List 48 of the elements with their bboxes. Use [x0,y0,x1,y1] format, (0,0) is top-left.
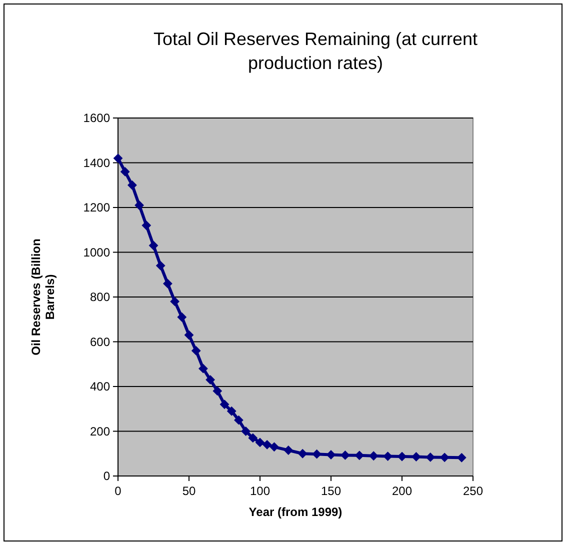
point [170,296,180,306]
y-tick-label: 400 [90,380,110,394]
point [149,241,158,250]
y-tick-label: 1200 [83,200,110,215]
y-tick-label: 0 [103,469,110,484]
point [284,446,293,455]
point [220,400,229,409]
point [128,180,137,190]
point [227,406,236,416]
point [298,449,308,458]
x-tick-label: 100 [250,484,270,498]
point [326,450,336,460]
y-tick-label: 1000 [83,245,110,260]
point [457,453,466,462]
point [120,167,130,176]
point [340,450,350,460]
point [270,442,279,452]
point [262,440,272,450]
chart-title: Total Oil Reserves Remaining (at current production rates) [153,29,478,73]
x-tick-label: 50 [182,484,196,498]
y-tick-label: 600 [90,334,110,349]
point [248,433,258,442]
point [192,346,201,356]
point [142,220,151,230]
point [398,452,406,462]
y-axis-title: Oil Reserves (Billion Barrels) [29,238,57,356]
y-tick-label: 1600 [83,111,110,126]
x-tick-label: 150 [320,484,342,498]
y-tick-label: 1400 [83,156,110,170]
point [156,261,166,270]
x-tick-label: 200 [392,484,412,498]
point [241,426,250,436]
point [212,386,222,396]
x-axis-title: Year (from 1999) [248,505,342,519]
point [198,364,208,374]
point [412,452,421,462]
x-tick-label: 250 [462,484,484,498]
point [163,279,172,288]
point [256,438,264,447]
point [234,416,244,425]
point [134,200,144,210]
point [206,375,215,384]
point [383,452,392,461]
x-tick-label: 0 [114,484,122,498]
y-tick-label: 800 [90,290,110,304]
point [184,330,194,340]
point [177,312,186,322]
y-tick-label: 200 [90,424,110,438]
